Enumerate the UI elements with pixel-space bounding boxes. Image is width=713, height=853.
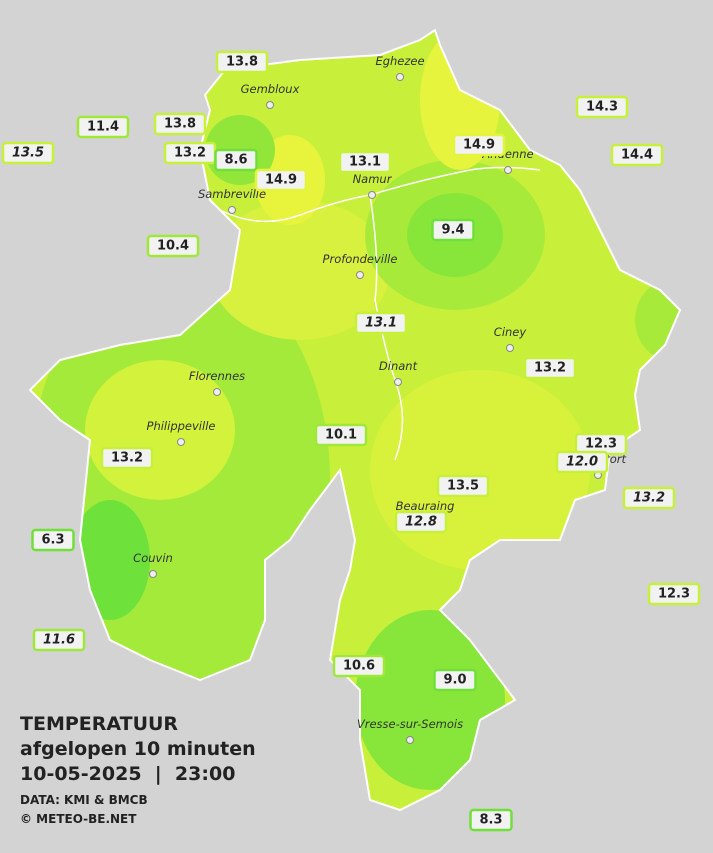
station-box (433, 668, 477, 692)
station-value: 13.5 (447, 479, 479, 494)
station-value: 14.3 (586, 100, 618, 115)
station-box (332, 654, 386, 678)
station-value: 13.2 (174, 146, 206, 161)
station-value: 10.6 (343, 659, 375, 674)
credit: © METEO-BE.NET (20, 812, 137, 826)
station-box (394, 510, 448, 534)
station-value: 12.3 (585, 437, 617, 452)
station-box (215, 50, 269, 74)
city-label: Florennes (189, 369, 245, 383)
station-box (610, 143, 664, 167)
city-dot (228, 206, 236, 214)
station-value: 10.4 (157, 239, 189, 254)
station-value: 13.1 (349, 155, 381, 170)
station-box (76, 115, 130, 139)
station-value: 11.6 (43, 633, 75, 648)
station-value: 14.9 (265, 173, 297, 188)
station-box (31, 528, 75, 552)
city-dot (394, 378, 402, 386)
station-box (469, 808, 513, 832)
city-label: Philippeville (147, 419, 216, 433)
city-dot (506, 344, 514, 352)
station-value: 13.2 (534, 361, 566, 376)
city-dot (213, 388, 221, 396)
city-dot (177, 438, 185, 446)
station-value: 13.2 (111, 451, 143, 466)
station-value: 11.4 (87, 120, 119, 135)
station-value: 8.6 (224, 153, 247, 168)
city-label: Vresse-sur-Semois (357, 717, 463, 731)
source: DATA: KMI & BMCB (20, 793, 148, 807)
station-box (622, 486, 676, 510)
city-label: Eghezee (375, 54, 424, 68)
city-label: Sambreville (198, 187, 266, 201)
station-value: 13.2 (633, 491, 665, 506)
station-box (354, 311, 408, 335)
station-box (431, 218, 475, 242)
station-box (146, 234, 200, 258)
city-label: Couvin (133, 551, 173, 565)
city-dot (356, 271, 364, 279)
station-box (153, 112, 207, 136)
station-value: 12.0 (566, 455, 598, 470)
station-value: 6.3 (41, 533, 64, 548)
station-box (100, 446, 154, 470)
station-value: 9.4 (441, 223, 464, 238)
station-value: 12.3 (658, 587, 690, 602)
station-box (314, 423, 368, 447)
city-dot (504, 166, 512, 174)
title: TEMPERATUUR (20, 713, 178, 735)
station-box (452, 133, 506, 157)
city-label: Namur (353, 172, 393, 186)
city-dot (396, 73, 404, 81)
station-value: 14.9 (463, 138, 495, 153)
city-label: Ciney (494, 325, 527, 339)
station-value: 13.8 (164, 117, 196, 132)
station-value: 12.8 (405, 515, 437, 530)
river (369, 194, 404, 461)
station-box (32, 628, 86, 652)
city-dot (406, 736, 414, 744)
station-value: 14.4 (621, 148, 653, 163)
station-box (254, 168, 308, 192)
station-box (214, 148, 258, 172)
station-value: 13.5 (12, 146, 44, 161)
city-dot (149, 570, 157, 578)
station-value: 13.1 (365, 316, 397, 331)
city-label: Beauraing (396, 499, 455, 513)
station-value: 13.8 (226, 55, 258, 70)
city-label: Profondeville (323, 252, 398, 266)
city-label: Dinant (379, 359, 418, 373)
station-box (523, 356, 577, 380)
station-box (1, 141, 55, 165)
subtitle: afgelopen 10 minuten (20, 738, 256, 760)
station-box (647, 582, 701, 606)
station-value: 8.3 (479, 813, 502, 828)
city-dot (266, 101, 274, 109)
station-box (575, 95, 629, 119)
city-label: Gembloux (241, 82, 300, 96)
station-value: 10.1 (325, 428, 357, 443)
station-box (436, 474, 490, 498)
city-dot (368, 191, 376, 199)
station-box (555, 450, 609, 474)
timestamp: 10-05-2025 | 23:00 (20, 763, 235, 785)
station-value: 9.0 (443, 673, 466, 688)
station-box (338, 150, 392, 174)
